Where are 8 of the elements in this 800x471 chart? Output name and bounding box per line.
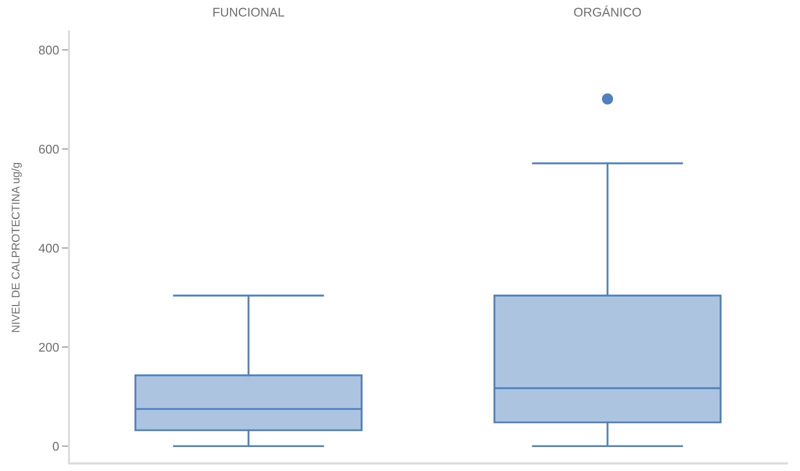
y-tick-label: 800 — [38, 46, 59, 55]
y-axis-title: NIVEL DE CALPROTECTINA ug/g — [11, 162, 22, 332]
y-tick-label: 200 — [39, 342, 59, 352]
x-tick-label: ORGÁNICO — [574, 6, 641, 17]
x-tick-label: FUNCIONAL — [213, 8, 284, 17]
y-tick-label: 0 — [52, 442, 59, 451]
y-tick-label: 400 — [38, 244, 59, 253]
y-tick-label: 600 — [39, 144, 59, 154]
